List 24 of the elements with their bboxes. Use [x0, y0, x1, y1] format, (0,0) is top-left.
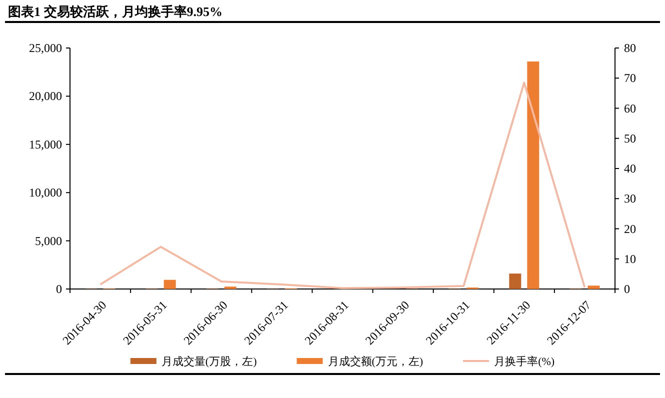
- y2-tick-label: 40: [624, 162, 636, 176]
- bar: [588, 286, 600, 289]
- y2-tick-label: 70: [624, 71, 636, 86]
- line-series: [99, 82, 586, 290]
- y-tick-label: 10,000: [29, 186, 62, 200]
- y-tick-label: 25,000: [29, 41, 62, 55]
- y-tick-label: 5,000: [35, 234, 62, 248]
- y2-tick-label: 20: [624, 222, 636, 236]
- y2-tick-label: 50: [624, 131, 636, 146]
- bar: [509, 274, 522, 289]
- y2-tick-label: 60: [624, 101, 636, 116]
- y2-tick-label: 30: [624, 192, 636, 206]
- y-tick-label: 20,000: [29, 89, 62, 104]
- y-tick-label: 0: [56, 282, 62, 296]
- legend-label: 月成交量(万股，左): [161, 355, 258, 368]
- y2-tick-label: 10: [624, 252, 636, 266]
- y2-tick-label: 0: [624, 282, 630, 296]
- bar: [164, 280, 176, 289]
- bar: [527, 61, 540, 289]
- legend-label: 月成交额(万元，左): [328, 355, 424, 368]
- y2-tick-label: 80: [624, 41, 636, 55]
- y-tick-label: 15,000: [29, 137, 62, 152]
- chart-title: 图表1 交易较活跃，月均换手率9.95%: [8, 4, 222, 19]
- legend-label: 月换手率(%): [494, 355, 555, 368]
